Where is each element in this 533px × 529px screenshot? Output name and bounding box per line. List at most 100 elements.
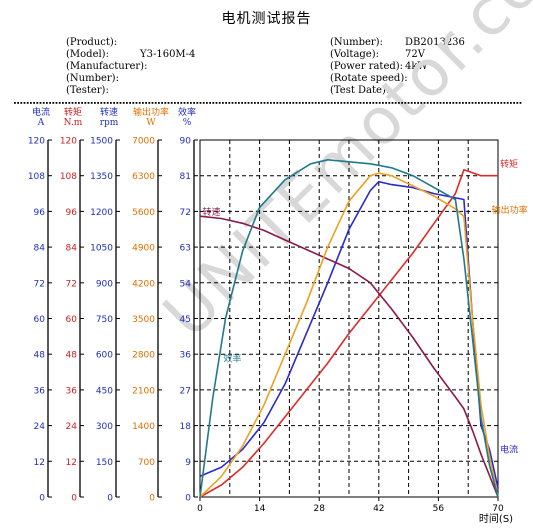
separator-dot [231, 102, 234, 104]
series-label-4: 效率 [223, 352, 241, 364]
x-tick-label: 14 [254, 504, 266, 514]
separator-dot [481, 102, 483, 104]
separator-dot [324, 102, 327, 104]
separator-dot [161, 102, 163, 104]
x-tick-label: 28 [313, 504, 325, 514]
separator-dot [30, 102, 32, 104]
separator-dot [74, 102, 77, 104]
axis-tick-label: 36 [180, 351, 192, 361]
separator-dot [346, 102, 349, 104]
separator-dot [164, 102, 167, 104]
axis-tick-label: 18 [180, 422, 192, 432]
separator-dot [350, 102, 352, 104]
separator-dot [17, 102, 19, 104]
series-line-2 [199, 215, 499, 498]
separator-dot [276, 102, 279, 104]
separator-dot [510, 102, 512, 104]
axis-header-4: 效率% [172, 108, 202, 128]
axis-tick-label: 90 [180, 137, 192, 147]
separator-dot [65, 102, 67, 104]
separator-dot [292, 102, 295, 104]
axis-tick-label: 84 [34, 244, 46, 254]
separator-dot [385, 102, 387, 104]
separator-dot [244, 102, 247, 104]
axis-tick-label: 7000 [132, 137, 155, 147]
left-field-label-1: (Model): [66, 49, 109, 60]
separator-dot [321, 102, 323, 104]
separator-dot [225, 102, 227, 104]
separator-dot [186, 102, 189, 104]
separator-dot [462, 102, 464, 104]
separator-dot [362, 102, 365, 104]
axis-header-1: 转矩 N.m [58, 108, 88, 128]
separator-dot [58, 102, 61, 104]
axis-unit: N.m [63, 118, 83, 128]
axis-tick-label: 27 [180, 386, 191, 396]
axis-tick-label: 72 [66, 279, 77, 289]
separator-dot [404, 102, 407, 104]
axis-tick-label: 24 [34, 422, 46, 432]
series-line-1 [199, 169, 498, 498]
separator-dot [199, 102, 202, 104]
separator-dot [302, 102, 304, 104]
separator-dot [135, 102, 138, 104]
separator-dot [465, 102, 467, 104]
separator-dot [279, 102, 282, 104]
separator-dot [289, 102, 291, 104]
separator-dot [452, 102, 455, 104]
chart-grid [199, 139, 499, 498]
separator-dot [407, 102, 410, 104]
separator-dot [318, 102, 320, 104]
separator-dot [183, 102, 186, 104]
separator-dot [442, 102, 445, 104]
axis-tick-label: 0 [149, 494, 155, 504]
left-field-label-0: (Product): [66, 37, 118, 48]
separator-dot [458, 102, 461, 104]
axis-tick-label: 45 [180, 315, 191, 325]
right-field-label-3: (Rotate speed): [330, 73, 408, 84]
separator-dot [90, 102, 93, 104]
separator-dot [430, 102, 432, 104]
left-axes: 1201089684726048362412012010896847260483… [28, 137, 198, 504]
separator-dot [410, 102, 413, 104]
axis-tick-label: 81 [180, 172, 191, 182]
separator-dot [196, 102, 199, 104]
axis-tick-label: 1400 [132, 422, 155, 432]
separator-dot [273, 102, 275, 104]
axis-unit: % [182, 118, 192, 128]
separator-dot [388, 102, 391, 104]
separator-dot [46, 102, 48, 104]
separator-dot [426, 102, 429, 104]
x-axis-label: 时间(S) [479, 512, 513, 525]
separator-dot [62, 102, 64, 104]
axis-tick-label: 1200 [90, 208, 113, 218]
axis-tick-label: 12 [66, 458, 77, 468]
separator-dot [446, 102, 448, 104]
separator-dot [327, 102, 330, 104]
separator-dot [33, 102, 35, 104]
separator-dot [119, 102, 122, 104]
report-title: 电机测试报告 [221, 11, 312, 27]
left-field-label-2: (Manufacturer): [66, 61, 148, 72]
left-field-label-4: (Tester): [66, 85, 109, 96]
left-field-label-3: (Number): [66, 73, 119, 84]
axis-tick-label: 1350 [90, 172, 113, 182]
axis-tick-label: 60 [34, 315, 46, 325]
separator-dot [308, 102, 311, 104]
series-line-4 [199, 159, 499, 498]
axis-tick-label: 5600 [132, 208, 155, 218]
separator-dot [343, 102, 346, 104]
separator-dot [55, 102, 58, 104]
separator-dot [516, 102, 519, 104]
separator-dot [158, 102, 160, 104]
axis-tick-label: 3500 [132, 315, 155, 325]
separator-dot [36, 102, 39, 104]
axis-tick-label: 600 [96, 351, 113, 361]
separator-dot [266, 102, 269, 104]
separator-dot [433, 102, 435, 104]
separator-dot [68, 102, 71, 104]
axis-tick-label: 0 [39, 494, 45, 504]
